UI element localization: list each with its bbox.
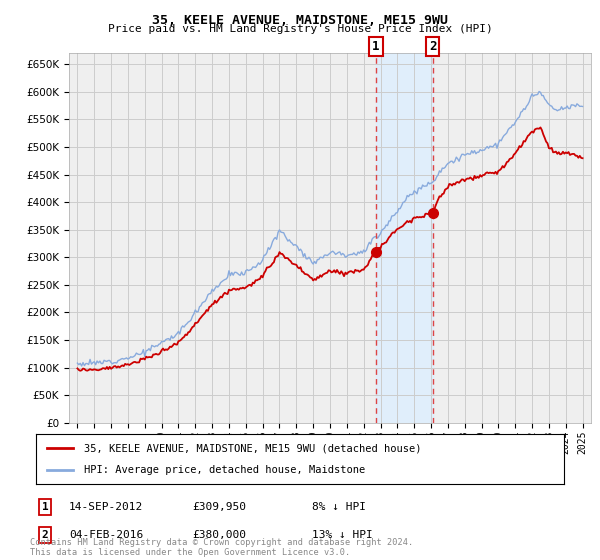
Text: 8% ↓ HPI: 8% ↓ HPI: [312, 502, 366, 512]
Text: HPI: Average price, detached house, Maidstone: HPI: Average price, detached house, Maid…: [83, 465, 365, 475]
Bar: [376, 53, 433, 423]
Text: 14-SEP-2012: 14-SEP-2012: [69, 502, 143, 512]
Text: 35, KEELE AVENUE, MAIDSTONE, ME15 9WU: 35, KEELE AVENUE, MAIDSTONE, ME15 9WU: [152, 14, 448, 27]
Text: 1: 1: [41, 502, 49, 512]
Text: £309,950: £309,950: [192, 502, 246, 512]
Text: 04-FEB-2016: 04-FEB-2016: [69, 530, 143, 540]
Text: 2: 2: [429, 40, 436, 53]
Text: 1: 1: [372, 40, 379, 53]
Text: Contains HM Land Registry data © Crown copyright and database right 2024.
This d: Contains HM Land Registry data © Crown c…: [30, 538, 413, 557]
Text: 13% ↓ HPI: 13% ↓ HPI: [312, 530, 373, 540]
Text: Price paid vs. HM Land Registry's House Price Index (HPI): Price paid vs. HM Land Registry's House …: [107, 24, 493, 34]
Text: 2: 2: [41, 530, 49, 540]
Text: £380,000: £380,000: [192, 530, 246, 540]
Text: 35, KEELE AVENUE, MAIDSTONE, ME15 9WU (detached house): 35, KEELE AVENUE, MAIDSTONE, ME15 9WU (d…: [83, 443, 421, 453]
